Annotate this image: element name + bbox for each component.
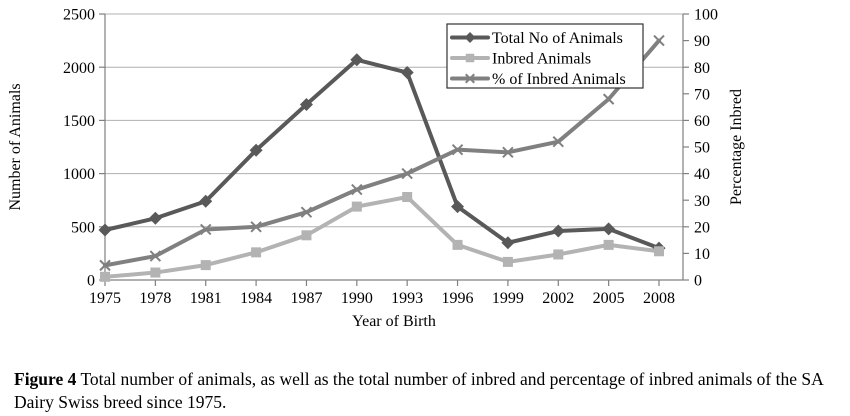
data-point-x: [401, 167, 413, 180]
series--of-inbred-animals: [99, 34, 665, 272]
figure-caption-label: Figure 4: [14, 369, 77, 389]
y-axis-right-tick-label: 60: [694, 113, 710, 130]
x-axis-tick-label: 1975: [89, 290, 121, 307]
legend-entry: Total No of Animals: [450, 30, 623, 47]
y-axis-right-tick-label: 100: [694, 7, 718, 24]
y-axis-right-tick-label: 80: [694, 60, 710, 77]
x-axis-tick-label: 2008: [643, 290, 675, 307]
y-axis-right-title: Percentage Inbred: [728, 89, 745, 205]
data-point-x: [602, 93, 615, 105]
series-inbred-animals: [100, 192, 664, 282]
data-point-diamond: [350, 53, 364, 67]
data-point-square: [502, 256, 513, 267]
series-line: [103, 57, 661, 251]
data-point-x: [250, 221, 262, 233]
series-total-no-of-animals: [98, 53, 666, 255]
y-axis-left-tick-label: 500: [71, 219, 95, 236]
data-point-x: [465, 73, 475, 84]
legend-label: % of Inbred Animals: [492, 71, 626, 88]
data-point-x: [351, 183, 363, 196]
y-axis-right-tick-label: 30: [694, 193, 710, 210]
x-axis-tick-label: 2005: [593, 290, 625, 307]
x-axis-tick-label: 1984: [240, 290, 272, 307]
legend-entry: Inbred Animals: [450, 51, 591, 68]
x-axis-title: Year of Birth: [352, 313, 436, 330]
figure-caption: Figure 4 Total number of animals, as wel…: [14, 368, 836, 414]
data-point-x: [149, 250, 162, 262]
series-line: [103, 38, 661, 268]
data-point-square: [351, 201, 362, 212]
data-point-x: [300, 206, 313, 218]
data-point-diamond: [400, 66, 414, 80]
y-axis-right-tick-label: 40: [694, 166, 710, 183]
x-axis-tick-label: 1990: [341, 290, 373, 307]
data-point-square: [465, 53, 475, 63]
y-axis-right-tick-label: 10: [694, 246, 710, 263]
y-axis-right-tick-label: 20: [694, 219, 710, 236]
line-chart: 0 500 1000 1500 2000 2500 0 10 20 30 40 50 60 70 80 90 1…: [7, 7, 745, 330]
legend-entry: % of Inbred Animals: [450, 71, 626, 88]
legend: Total No of Animals Inbred Animals % of In…: [446, 23, 644, 89]
data-point-square: [654, 246, 664, 257]
data-point-diamond: [602, 222, 616, 236]
data-point-square: [251, 247, 262, 258]
x-axis-tick-label: 2002: [542, 290, 574, 307]
data-point-square: [402, 192, 413, 203]
legend-label: Inbred Animals: [492, 51, 591, 68]
series-line: [103, 195, 661, 279]
y-axis-right-tick-label: 50: [694, 140, 710, 157]
data-point-square: [200, 260, 211, 271]
figure-caption-text: Total number of animals, as well as the …: [14, 369, 823, 412]
y-axis-right-tick-label: 90: [694, 33, 710, 50]
data-point-x: [200, 223, 212, 236]
x-axis-tick-label: 1987: [290, 290, 322, 307]
data-point-diamond: [249, 143, 263, 157]
data-point-diamond: [551, 224, 565, 238]
y-axis-left-title: Number of Animals: [7, 83, 24, 210]
data-point-square: [100, 271, 110, 282]
y-axis-left-tick-label: 1500: [63, 113, 95, 130]
x-axis-tick-label: 1978: [139, 290, 171, 307]
y-axis-right-tick-label: 70: [694, 86, 710, 103]
data-point-x: [552, 135, 564, 148]
x-axis-tick-label: 1993: [391, 290, 423, 307]
x-axis-tick-label: 1999: [492, 290, 524, 307]
data-point-diamond: [98, 223, 112, 237]
data-point-square: [553, 249, 564, 260]
data-point-square: [301, 230, 312, 241]
data-point-diamond: [199, 194, 213, 208]
x-axis-tick-label: 1981: [190, 290, 222, 307]
data-point-x: [502, 146, 514, 159]
y-axis-left-tick-label: 0: [87, 273, 95, 290]
data-point-diamond: [501, 236, 515, 250]
data-point-x: [99, 259, 111, 272]
data-point-diamond: [464, 31, 476, 44]
data-point-square: [452, 239, 463, 250]
legend-label: Total No of Animals: [492, 30, 623, 47]
data-point-diamond: [451, 200, 465, 214]
data-point-square: [603, 239, 614, 250]
data-point-x: [451, 143, 464, 156]
data-point-x: [653, 34, 665, 47]
y-axis-left-tick-label: 2000: [63, 60, 95, 77]
data-point-square: [150, 267, 161, 278]
data-point-diamond: [148, 211, 162, 225]
x-axis-tick-label: 1996: [442, 290, 474, 307]
data-point-diamond: [299, 97, 313, 111]
y-axis-left-tick-label: 1000: [63, 166, 95, 183]
y-axis-right-tick-label: 0: [694, 273, 702, 290]
y-axis-left-tick-label: 2500: [63, 7, 95, 24]
